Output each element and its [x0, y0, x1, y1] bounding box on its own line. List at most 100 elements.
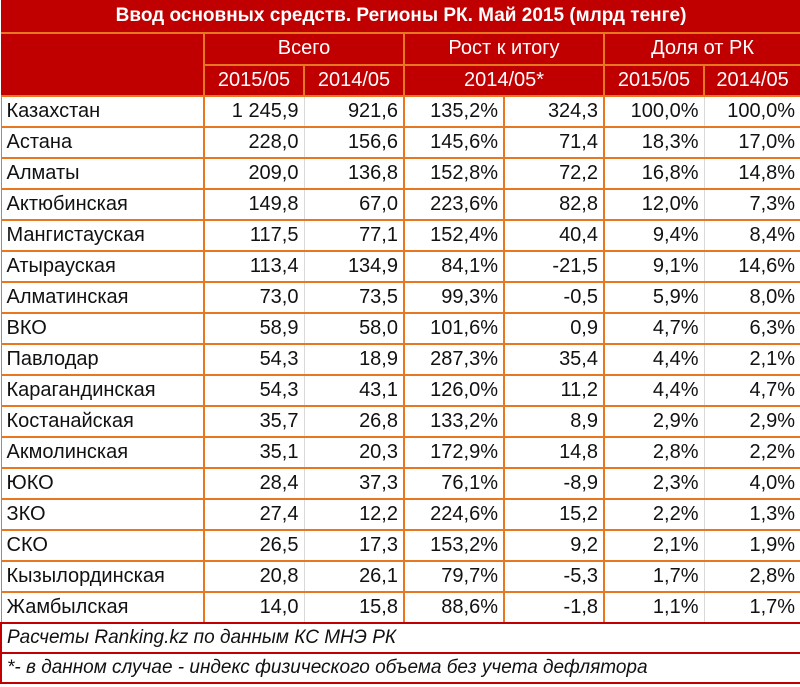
value-2014: 12,2 [303, 497, 405, 531]
table-row: Астана 228,0 156,6 145,6% 71,4 18,3% 17,0% [0, 125, 800, 159]
share-2014: 1,9% [703, 528, 800, 562]
growth-absolute: 40,4 [503, 218, 605, 252]
group-header-total: Всего [203, 31, 405, 66]
region-name: Астана [0, 125, 205, 159]
value-2014: 156,6 [303, 125, 405, 159]
value-2014: 136,8 [303, 156, 405, 190]
growth-percent: 99,3% [403, 280, 505, 314]
value-2015: 20,8 [203, 559, 305, 593]
region-name: Атырауская [0, 249, 205, 283]
share-2014: 2,2% [703, 435, 800, 469]
value-2015: 14,0 [203, 590, 305, 624]
region-name: Казахстан [0, 94, 205, 128]
share-2015: 16,8% [603, 156, 705, 190]
source-note: Расчеты Ranking.kz по данным КС МНЭ РК [0, 621, 800, 654]
share-2015: 2,2% [603, 497, 705, 531]
table-row: ЮКО 28,4 37,3 76,1% -8,9 2,3% 4,0% [0, 466, 800, 500]
region-name: ВКО [0, 311, 205, 345]
subheader-total-2014: 2014/05 [303, 63, 405, 97]
region-name: Карагандинская [0, 373, 205, 407]
footnote: *- в данном случае - индекс физического … [0, 651, 800, 684]
growth-percent: 172,9% [403, 435, 505, 469]
table-row: Алматы 209,0 136,8 152,8% 72,2 16,8% 14,8% [0, 156, 800, 190]
growth-absolute: 15,2 [503, 497, 605, 531]
value-2014: 58,0 [303, 311, 405, 345]
table-row: Алматинская 73,0 73,5 99,3% -0,5 5,9% 8,0% [0, 280, 800, 314]
table-row: Кызылординская 20,8 26,1 79,7% -5,3 1,7% 2,8% [0, 559, 800, 593]
value-2014: 18,9 [303, 342, 405, 376]
table-row: Карагандинская 54,3 43,1 126,0% 11,2 4,4% 4,7% [0, 373, 800, 407]
growth-absolute: 0,9 [503, 311, 605, 345]
share-2014: 2,1% [703, 342, 800, 376]
subheader-growth-2014: 2014/05* [403, 63, 605, 97]
growth-absolute: 35,4 [503, 342, 605, 376]
table-row: Костанайская 35,7 26,8 133,2% 8,9 2,9% 2,9% [0, 404, 800, 438]
share-2015: 5,9% [603, 280, 705, 314]
share-2014: 1,7% [703, 590, 800, 624]
table-row: Акмолинская 35,1 20,3 172,9% 14,8 2,8% 2,2% [0, 435, 800, 469]
table-row: ЗКО 27,4 12,2 224,6% 15,2 2,2% 1,3% [0, 497, 800, 531]
value-2015: 1 245,9 [203, 94, 305, 128]
growth-absolute: 324,3 [503, 94, 605, 128]
growth-percent: 287,3% [403, 342, 505, 376]
region-name: СКО [0, 528, 205, 562]
share-2015: 18,3% [603, 125, 705, 159]
value-2014: 67,0 [303, 187, 405, 221]
share-2014: 4,0% [703, 466, 800, 500]
region-name: Алматинская [0, 280, 205, 314]
growth-absolute: 11,2 [503, 373, 605, 407]
group-header-growth: Рост к итогу [403, 31, 605, 66]
growth-absolute: -0,5 [503, 280, 605, 314]
subheader-total-2015: 2015/05 [203, 63, 305, 97]
region-name: Кызылординская [0, 559, 205, 593]
share-2015: 4,4% [603, 342, 705, 376]
table-row: Жамбылская 14,0 15,8 88,6% -1,8 1,1% 1,7% [0, 590, 800, 624]
value-2014: 26,1 [303, 559, 405, 593]
value-2014: 43,1 [303, 373, 405, 407]
growth-percent: 126,0% [403, 373, 505, 407]
region-name: ЮКО [0, 466, 205, 500]
share-2014: 8,4% [703, 218, 800, 252]
growth-absolute: 9,2 [503, 528, 605, 562]
value-2015: 27,4 [203, 497, 305, 531]
table-row: ВКО 58,9 58,0 101,6% 0,9 4,7% 6,3% [0, 311, 800, 345]
growth-absolute: 82,8 [503, 187, 605, 221]
value-2015: 113,4 [203, 249, 305, 283]
value-2014: 26,8 [303, 404, 405, 438]
value-2014: 77,1 [303, 218, 405, 252]
value-2014: 20,3 [303, 435, 405, 469]
growth-percent: 76,1% [403, 466, 505, 500]
group-header-share: Доля от РК [602, 31, 800, 66]
share-2015: 2,3% [603, 466, 705, 500]
value-2015: 149,8 [203, 187, 305, 221]
table-row: Актюбинская 149,8 67,0 223,6% 82,8 12,0% 7,3% [0, 187, 800, 221]
share-2015: 9,4% [603, 218, 705, 252]
region-name: Павлодар [0, 342, 205, 376]
value-2015: 209,0 [203, 156, 305, 190]
growth-percent: 223,6% [403, 187, 505, 221]
value-2015: 28,4 [203, 466, 305, 500]
share-2015: 2,9% [603, 404, 705, 438]
growth-percent: 133,2% [403, 404, 505, 438]
growth-percent: 224,6% [403, 497, 505, 531]
value-2014: 134,9 [303, 249, 405, 283]
growth-percent: 145,6% [403, 125, 505, 159]
table-row: Павлодар 54,3 18,9 287,3% 35,4 4,4% 2,1% [0, 342, 800, 376]
share-2014: 6,3% [703, 311, 800, 345]
region-name: Мангистауская [0, 218, 205, 252]
value-2014: 73,5 [303, 280, 405, 314]
table-row: Атырауская 113,4 134,9 84,1% -21,5 9,1% 14,6% [0, 249, 800, 283]
growth-absolute: 71,4 [503, 125, 605, 159]
share-2014: 2,8% [703, 559, 800, 593]
value-2015: 35,1 [203, 435, 305, 469]
growth-percent: 101,6% [403, 311, 505, 345]
table-row: СКО 26,5 17,3 153,2% 9,2 2,1% 1,9% [0, 528, 800, 562]
growth-absolute: 14,8 [503, 435, 605, 469]
value-2015: 58,9 [203, 311, 305, 345]
share-2015: 9,1% [603, 249, 705, 283]
growth-percent: 79,7% [403, 559, 505, 593]
growth-absolute: 72,2 [503, 156, 605, 190]
value-2015: 26,5 [203, 528, 305, 562]
share-2014: 14,8% [703, 156, 800, 190]
